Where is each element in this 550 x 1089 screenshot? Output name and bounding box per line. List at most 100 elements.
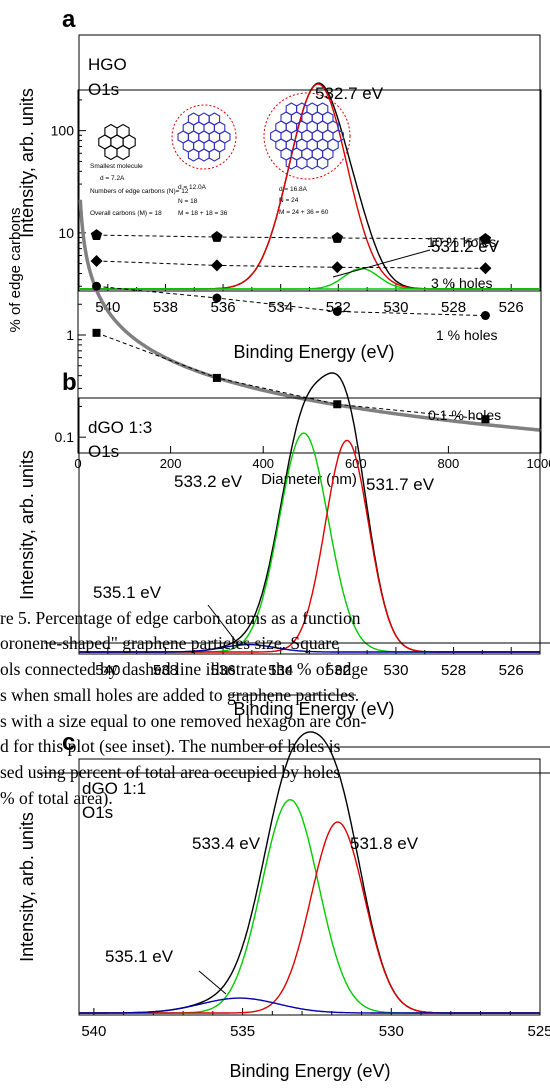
- panel-a-peak-minor-pointer: [332, 249, 431, 278]
- panel-b-xticks: 540 538 536 534 532 530 528 526: [78, 647, 541, 679]
- mol2-m: M = 18 + 18 = 36: [178, 210, 228, 217]
- panel-b-xtick-label: 540: [95, 662, 120, 679]
- panel-b-curves: [79, 372, 540, 653]
- edge-plot-xtick-label: 200: [160, 456, 182, 471]
- panel-a-xtick-label: 530: [383, 299, 408, 316]
- hole-label-10pct: 10 % holes: [427, 234, 496, 250]
- caption-line-7: sed using percent of total area occupied…: [0, 762, 340, 782]
- caption-line-5: s with a size equal to one removed hexag…: [0, 711, 367, 731]
- mol3-d: d = 16.8A: [279, 186, 308, 193]
- hexagon-ring: [122, 134, 136, 150]
- panel-c-curves: [79, 731, 540, 1014]
- panel-c-peak-small-label: 535.1 eV: [105, 947, 174, 966]
- panel-c-xtick-label: 525: [527, 1023, 550, 1040]
- edge-fraction-curve: [78, 199, 542, 432]
- hole-label-1pct: 1 % holes: [436, 327, 497, 343]
- square-marker: [481, 415, 490, 424]
- panel-b-peak-small-label: 535.1 eV: [93, 583, 162, 602]
- panel-c: c dGO 1:1 O1s Intensity, arb. units Bind…: [17, 729, 550, 1081]
- panel-a-series-2: [79, 83, 540, 290]
- hole-label-3pct: 3 % holes: [431, 275, 492, 291]
- diamond-marker: [331, 261, 344, 274]
- panel-c-peak-right-label: 531.8 eV: [350, 834, 419, 853]
- caption-line-4: s when small holes are added to graphene…: [0, 685, 359, 705]
- edge-plot-xlabel: Diameter (nm): [261, 471, 357, 488]
- pentagon-marker: [211, 231, 223, 242]
- edge-plot-xtick-label: 0: [74, 456, 81, 471]
- edge-plot-xticks: 02004006008001000: [74, 446, 550, 471]
- panel-b-xtick-label: 530: [383, 662, 408, 679]
- panel-a-xlabel: Binding Energy (eV): [233, 342, 394, 362]
- diamond-marker: [479, 262, 492, 275]
- mol1-d: d = 7.2A: [100, 175, 125, 182]
- panel-c-series-4: [79, 997, 540, 1014]
- caption-line-1: re 5. Percentage of edge carbon atoms as…: [0, 608, 361, 628]
- panel-b-ylabel: Intensity, arb. units: [17, 450, 37, 600]
- circle-marker: [332, 306, 342, 316]
- caption-line-3: ols connected by dashed line illustrate …: [0, 659, 368, 679]
- edge-plot-ylabel: % of edge carbons: [7, 207, 24, 332]
- molecule-inset: Smallest molecule d = 7.2A Numbers of ed…: [90, 92, 351, 217]
- figure-caption: re 5. Percentage of edge carbon atoms as…: [0, 608, 550, 808]
- circle-marker: [212, 293, 222, 303]
- edge-plot-ytick-label: 0.1: [55, 429, 75, 445]
- holes-series-line-3: [96, 285, 486, 317]
- panel-c-frame: [78, 758, 541, 1016]
- panel-b-peak-right-label: 531.7 eV: [366, 475, 435, 494]
- mol3-m: M = 24 + 36 = 60: [279, 209, 329, 216]
- mol1-m: Overall carbons (M) = 18: [90, 210, 162, 217]
- holes-series-line-2: [96, 260, 486, 269]
- panel-b-label-1: dGO 1:3: [88, 418, 152, 437]
- hexagon-ring: [219, 130, 231, 144]
- panel-b-peak-small-pointer: [207, 604, 239, 645]
- panel-c-xtick-label: 535: [230, 1023, 255, 1040]
- panel-b-xtick-label: 534: [268, 662, 293, 679]
- panel-c-label-2: O1s: [82, 803, 113, 822]
- edge-plot-frame: [77, 89, 542, 454]
- panel-a-xtick-label: 534: [268, 299, 293, 316]
- edge-plot-ytick-label: 10: [58, 225, 74, 241]
- circle-marker: [92, 281, 102, 291]
- mol2-d: d = 12.0A: [178, 184, 207, 191]
- molecule-medium: [171, 104, 237, 170]
- panel-a-xtick-label: 538: [153, 299, 178, 316]
- panel-b-xlabel: Binding Energy (eV): [233, 699, 394, 719]
- caption-line-6: d for this plot (see inset). The number …: [0, 736, 341, 756]
- pentagon-marker: [479, 233, 492, 244]
- square-marker: [333, 400, 342, 409]
- panel-b: b dGO 1:3 O1s Intensity, arb. units Bind…: [17, 369, 541, 719]
- mol3-n: N = 24: [279, 197, 299, 204]
- edge-plot-xtick-label: 1000: [527, 456, 550, 471]
- panel-c-ylabel: Intensity, arb. units: [17, 812, 37, 962]
- diamond-marker: [210, 259, 223, 272]
- edge-plot-series: [78, 199, 542, 432]
- edge-plot-ytick-label: 100: [51, 123, 75, 139]
- hexagon-ring: [332, 129, 344, 143]
- panel-b-peak-left-label: 533.2 eV: [174, 472, 243, 491]
- square-marker: [92, 328, 101, 337]
- panel-a-letter: a: [62, 6, 76, 33]
- panel-a-xtick-label: 536: [211, 299, 236, 316]
- holes-series-line-4: [96, 332, 486, 420]
- panel-c-peak-left-label: 533.4 eV: [192, 834, 261, 853]
- panel-a-label-1: HGO: [88, 55, 127, 74]
- mol1-n: Numbers of edge carbons (N)= 12: [90, 188, 189, 195]
- panel-b-xtick-label: 536: [211, 662, 236, 679]
- panel-b-letter: b: [62, 369, 77, 396]
- panel-a-xtick-label: 526: [499, 299, 524, 316]
- panel-b-xtick-label: 532: [326, 662, 351, 679]
- panel-b-xtick-label: 526: [499, 662, 524, 679]
- edge-plot-xtick-label: 400: [252, 456, 274, 471]
- mol1-caption: Smallest molecule: [90, 163, 143, 170]
- panel-a-peak-main-label: 532.7 eV: [315, 84, 384, 103]
- pentagon-marker: [90, 229, 103, 240]
- square-marker: [212, 373, 221, 382]
- panel-c-peak-small-pointer: [198, 970, 227, 995]
- panel-c-letter: c: [62, 729, 75, 756]
- pentagon-marker: [331, 232, 343, 243]
- diamond-marker: [90, 255, 103, 268]
- hole-label-0p1pct: 0.1 % holes: [428, 407, 501, 423]
- circle-marker: [480, 311, 490, 321]
